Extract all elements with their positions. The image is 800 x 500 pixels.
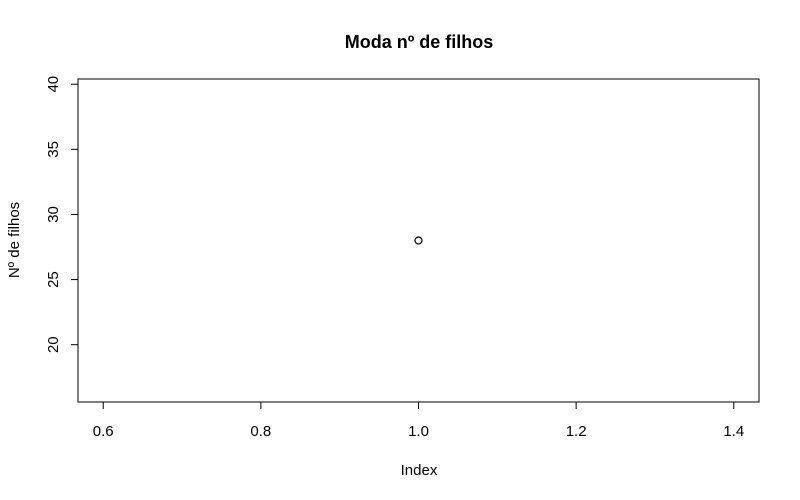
- x-tick-label: 1.2: [566, 423, 587, 440]
- y-axis-label: Nº de filhos: [6, 202, 23, 278]
- data-point: [414, 236, 423, 245]
- y-tick-label: 30: [45, 206, 62, 223]
- y-tick-label: 20: [45, 336, 62, 353]
- plot-frame: [77, 78, 760, 403]
- data-points: [414, 236, 423, 245]
- chart-title: Moda nº de filhos: [345, 32, 494, 52]
- y-axis: 20 25 30 35 40: [45, 76, 79, 353]
- y-tick-label: 40: [45, 76, 62, 93]
- y-tick-label: 25: [45, 271, 62, 288]
- x-tick-label: 0.8: [250, 423, 271, 440]
- x-axis: 0.6 0.8 1.0 1.2 1.4: [93, 401, 744, 440]
- x-tick-label: 0.6: [93, 423, 114, 440]
- y-tick-label: 35: [45, 141, 62, 158]
- x-tick-label: 1.4: [723, 423, 744, 440]
- x-axis-label: Index: [401, 462, 438, 479]
- x-tick-label: 1.0: [408, 423, 429, 440]
